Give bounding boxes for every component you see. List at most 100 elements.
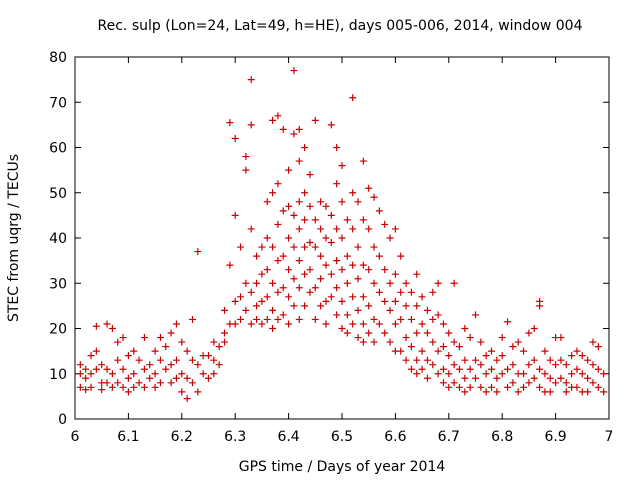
data-point: [285, 266, 293, 274]
data-point: [413, 370, 421, 378]
data-point: [407, 288, 415, 296]
data-point: [167, 361, 175, 369]
data-point: [354, 275, 362, 283]
data-point: [311, 243, 319, 251]
data-point: [279, 252, 287, 260]
data-point: [269, 243, 277, 251]
data-point: [274, 288, 282, 296]
data-point: [509, 361, 517, 369]
data-point: [365, 266, 373, 274]
data-point: [311, 315, 319, 323]
data-point: [258, 270, 266, 278]
data-point: [156, 356, 164, 364]
data-point: [541, 347, 549, 355]
data-point: [301, 270, 309, 278]
data-point: [194, 388, 202, 396]
data-point: [349, 94, 357, 102]
data-point: [359, 261, 367, 269]
data-point: [493, 388, 501, 396]
data-point: [119, 334, 127, 342]
data-point: [146, 374, 154, 382]
data-point: [429, 338, 437, 346]
data-point: [482, 388, 490, 396]
data-point: [258, 320, 266, 328]
data-point: [215, 343, 223, 351]
data-point: [594, 383, 602, 391]
data-point: [210, 338, 218, 346]
data-point: [493, 374, 501, 382]
data-point: [370, 193, 378, 201]
data-point: [562, 379, 570, 387]
data-point: [124, 388, 132, 396]
data-point: [98, 386, 106, 394]
data-point: [413, 270, 421, 278]
y-tick-label: 60: [49, 141, 67, 157]
data-point: [124, 352, 132, 360]
data-point: [119, 383, 127, 391]
data-point: [482, 352, 490, 360]
data-point: [349, 225, 357, 233]
data-point: [156, 379, 164, 387]
data-point: [397, 315, 405, 323]
data-point: [546, 374, 554, 382]
y-tick-label: 70: [49, 95, 67, 111]
data-point: [381, 266, 389, 274]
data-point: [221, 338, 229, 346]
data-point: [311, 216, 319, 224]
data-point: [429, 361, 437, 369]
data-point: [429, 288, 437, 296]
data-point: [402, 356, 410, 364]
data-point: [397, 252, 405, 260]
data-point: [274, 257, 282, 265]
data-point: [370, 315, 378, 323]
data-point: [520, 383, 528, 391]
data-point: [429, 315, 437, 323]
data-point: [568, 352, 576, 360]
data-point: [397, 347, 405, 355]
data-point: [589, 338, 597, 346]
x-axis-label: GPS time / Days of year 2014: [239, 459, 446, 475]
data-point: [434, 347, 442, 355]
y-tick-label: 50: [49, 186, 67, 202]
data-point: [365, 184, 373, 192]
data-point: [274, 112, 282, 120]
data-point: [386, 279, 394, 287]
data-point: [589, 361, 597, 369]
data-point: [434, 370, 442, 378]
data-point: [178, 338, 186, 346]
x-tick-label: 6.5: [331, 429, 353, 445]
y-tick-label: 80: [49, 50, 67, 66]
data-point: [488, 365, 496, 373]
data-point: [472, 311, 479, 319]
data-point: [557, 334, 565, 342]
y-tick-label: 10: [49, 367, 67, 383]
data-point: [269, 325, 277, 332]
data-point: [290, 67, 298, 75]
data-point: [327, 211, 335, 219]
data-point: [87, 370, 95, 378]
data-point: [520, 370, 528, 378]
data-point: [178, 388, 186, 396]
data-point: [423, 329, 431, 337]
data-point: [509, 343, 517, 351]
data-point: [285, 166, 293, 174]
data-point: [317, 198, 325, 206]
x-tick-label: 6.8: [491, 429, 513, 445]
data-point: [103, 320, 111, 328]
data-point: [536, 365, 544, 373]
data-point: [333, 225, 341, 233]
x-tick-label: 7: [605, 429, 614, 445]
data-point: [301, 189, 309, 197]
data-point: [370, 338, 378, 346]
data-point: [514, 338, 522, 346]
data-point: [172, 356, 180, 364]
axis-ticks: 6 6.1 6.2 6.3 6.4 6.5 6.6 6.7 6.8 6.9 701020304050…: [49, 50, 613, 445]
data-point: [322, 202, 330, 210]
data-point: [455, 383, 463, 391]
data-point: [253, 302, 261, 310]
data-point: [354, 198, 362, 206]
data-point: [584, 388, 592, 396]
data-point: [466, 334, 474, 342]
data-point: [242, 279, 250, 287]
data-point: [402, 302, 410, 310]
